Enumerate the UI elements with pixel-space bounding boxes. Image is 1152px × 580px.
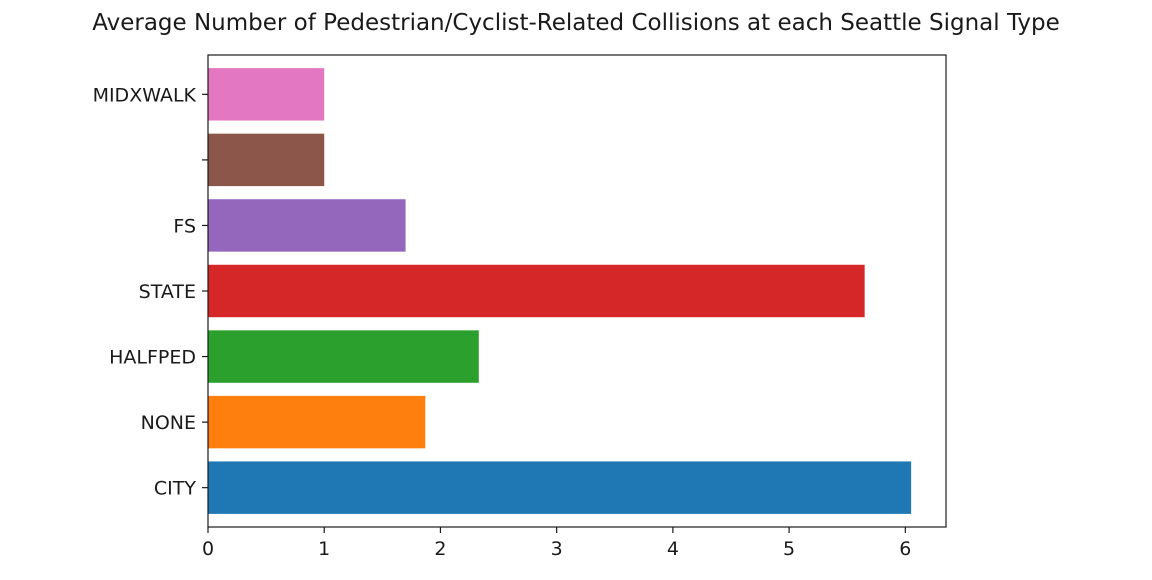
y-tick-label: CITY (154, 478, 196, 500)
x-tick-label: 3 (551, 538, 563, 560)
bar-blank (208, 133, 325, 187)
x-tick-label: 4 (667, 538, 679, 560)
bar-state (208, 264, 865, 318)
bar-midxwalk (208, 68, 325, 121)
bar-none (208, 395, 426, 449)
x-tick-label: 6 (899, 538, 911, 560)
bar-fs (208, 199, 406, 252)
y-tick-label: NONE (141, 412, 196, 434)
x-tick-label: 1 (318, 538, 330, 560)
bars-group (208, 68, 912, 514)
y-tick-label: MIDXWALK (93, 84, 197, 106)
y-tick-label: HALFPED (109, 347, 196, 369)
x-axis-ticks: 0 1 2 3 4 5 6 (202, 527, 911, 560)
y-axis-ticks: CITY NONE HALFPED STATE FS MIDXWALK (93, 84, 208, 500)
axes-frame (207, 54, 947, 528)
x-tick-label: 0 (202, 538, 214, 560)
bar-halfped (208, 330, 479, 383)
chart-title: Average Number of Pedestrian/Cyclist-Rel… (92, 10, 1060, 36)
x-tick-label: 2 (434, 538, 446, 560)
bar-city (208, 461, 912, 514)
x-tick-label: 5 (783, 538, 795, 560)
y-tick-label: FS (173, 215, 196, 237)
y-tick-label: STATE (139, 281, 196, 303)
